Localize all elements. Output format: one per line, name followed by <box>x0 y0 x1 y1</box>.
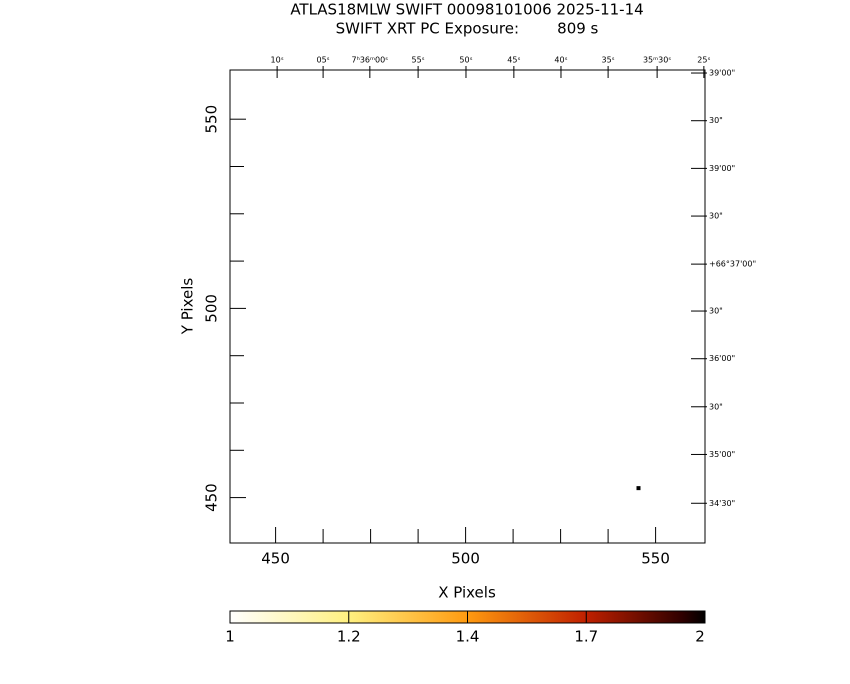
right-tick-label: 39'00" <box>709 69 735 78</box>
top-tick-label: 45ˢ <box>507 56 520 65</box>
y-tick-label: 500 <box>203 294 221 323</box>
right-tick-label: 36'00" <box>709 354 735 363</box>
y-axis-label: Y Pixels <box>179 278 197 336</box>
colorbar-tick-label: 2 <box>695 628 705 646</box>
top-tick-label: 25ˢ <box>697 56 710 65</box>
right-tick-label: 39'00" <box>709 164 735 173</box>
x-axis-label: X Pixels <box>438 584 496 602</box>
top-tick-label: 10ˢ <box>271 56 284 65</box>
colorbar-tick-label: 1.7 <box>574 628 598 646</box>
colorbar-tick-label: 1.2 <box>337 628 361 646</box>
x-tick-label: 550 <box>641 550 670 568</box>
top-tick-label: 40ˢ <box>554 56 567 65</box>
right-tick-label: 30" <box>709 402 723 411</box>
top-tick-label: 50ˢ <box>459 56 472 65</box>
x-tick-label: 450 <box>261 550 290 568</box>
right-tick-label: 34'30" <box>709 499 735 508</box>
colorbar-tick-label: 1.4 <box>456 628 480 646</box>
right-tick-label: 35'00" <box>709 450 735 459</box>
x-tick-label: 500 <box>451 550 480 568</box>
plot-frame <box>229 69 706 544</box>
top-tick-label: 35ˢ <box>602 56 615 65</box>
right-tick-label: 30" <box>709 116 723 125</box>
right-tick-label: 30" <box>709 212 723 221</box>
right-tick-label: +66°37'00" <box>709 260 756 269</box>
top-tick-label: 35ᵐ30ˢ <box>643 56 671 65</box>
y-tick-label: 450 <box>203 483 221 512</box>
top-tick-label: 7ʰ36ᵐ00ˢ <box>352 56 389 65</box>
top-tick-label: 55ˢ <box>412 56 425 65</box>
top-tick-label: 05ˢ <box>317 56 330 65</box>
right-tick-label: 30" <box>709 307 723 316</box>
chart-title: ATLAS18MLW SWIFT 00098101006 2025-11-14 <box>290 1 643 19</box>
colorbar-tick-label: 1 <box>225 628 235 646</box>
pixel <box>636 486 641 491</box>
chart-subtitle: SWIFT XRT PC Exposure: 809 s <box>336 20 599 38</box>
y-tick-label: 550 <box>203 105 221 134</box>
